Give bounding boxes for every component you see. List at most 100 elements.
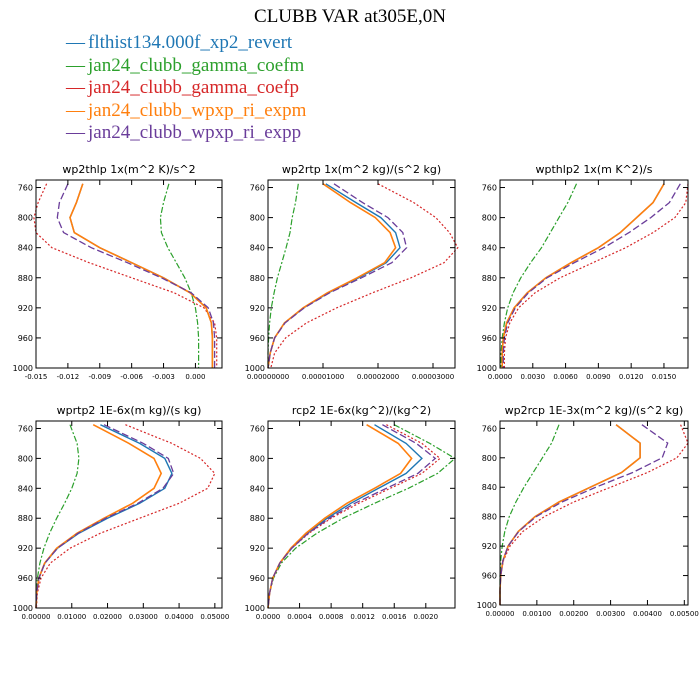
series-line: [69, 183, 214, 368]
x-tick-label: 0.00400: [633, 610, 662, 618]
legend-item: — jan24_clubb_gamma_coefp: [66, 77, 306, 100]
series-line: [499, 424, 689, 605]
plot-frame: [35, 420, 223, 609]
x-tick-label: -0.009: [88, 373, 111, 381]
y-tick-label: 760: [18, 184, 33, 193]
panel-title: rcp2 1E-6x(kg^2)/(kg^2): [292, 404, 431, 417]
x-tick-label: 0.01000: [57, 613, 86, 621]
x-tick-label: 0.00200: [559, 610, 588, 618]
y-tick-label: 840: [18, 484, 33, 493]
x-tick-label: -0.006: [120, 373, 143, 381]
y-tick-label: 800: [18, 454, 33, 463]
y-tick-label: 880: [18, 274, 33, 283]
y-tick-label: 960: [482, 334, 497, 343]
y-tick-label: 760: [250, 424, 265, 433]
x-tick-label: 0.00100: [522, 610, 551, 618]
series-line: [270, 183, 459, 369]
series-line: [267, 424, 423, 609]
y-tick-label: 800: [18, 214, 33, 223]
legend-dash: —: [66, 122, 85, 143]
series-line: [267, 183, 401, 369]
y-tick-label: 840: [18, 244, 33, 253]
series-line: [35, 424, 216, 609]
x-tick-label: 0.0016: [382, 613, 407, 621]
y-tick-label: 840: [482, 244, 497, 253]
x-tick-label: -0.015: [25, 373, 48, 381]
x-tick-label: 0.00001000: [302, 373, 344, 381]
y-tick-label: 800: [482, 454, 497, 463]
x-tick-label: 0.0090: [586, 373, 611, 381]
legend-item: — jan24_clubb_wpxp_ri_expm: [66, 100, 306, 123]
x-tick-label: 0.05000: [200, 613, 229, 621]
x-tick-label: 0.0150: [652, 373, 677, 381]
x-tick-label: 0.04000: [165, 613, 194, 621]
series-line: [35, 423, 163, 609]
y-tick-label: 880: [250, 514, 265, 523]
legend-item: — jan24_clubb_gamma_coefm: [66, 55, 306, 78]
x-tick-label: -0.003: [152, 373, 175, 381]
y-tick-label: 840: [482, 483, 497, 492]
x-tick-label: 0.00000000: [247, 373, 289, 381]
series-line: [33, 183, 218, 368]
y-tick-label: 1000: [13, 364, 33, 373]
x-tick-label: 0.00000: [486, 610, 515, 618]
x-tick-label: 0.00003000: [412, 373, 454, 381]
x-tick-label: 0.00002000: [357, 373, 399, 381]
y-tick-label: 960: [18, 334, 33, 343]
y-tick-label: 800: [250, 454, 265, 463]
legend-dash: —: [66, 54, 85, 76]
legend-label: jan24_clubb_wpxp_ri_expp: [88, 122, 302, 143]
legend-label: jan24_clubb_gamma_coefp: [88, 77, 300, 98]
x-tick-label: 0.0012: [350, 613, 375, 621]
y-tick-label: 920: [250, 544, 265, 553]
panel-title: wp2rcp 1E-3x(m^2 kg)/(s^2 kg): [505, 404, 684, 417]
series-line: [501, 183, 665, 368]
legend-dash: —: [66, 32, 85, 53]
x-tick-label: 0.00000: [22, 613, 51, 621]
x-tick-label: 0.00500: [670, 610, 699, 618]
series-line: [267, 424, 413, 609]
series-line: [35, 424, 173, 609]
series-line: [267, 424, 437, 609]
chart-title: CLUBB VAR at305E,0N: [254, 6, 446, 27]
x-tick-label: 0.00300: [596, 610, 625, 618]
series-line: [499, 424, 560, 605]
y-tick-label: 1000: [245, 604, 265, 613]
y-tick-label: 880: [250, 274, 265, 283]
y-tick-label: 920: [482, 304, 497, 313]
x-tick-label: 0.0000: [488, 373, 513, 381]
series-line: [503, 183, 689, 368]
plot-frame: [267, 420, 456, 609]
y-tick-label: 1000: [245, 364, 265, 373]
legend-label: flthist134.000f_xp2_revert: [88, 32, 293, 53]
x-tick-label: 0.0030: [521, 373, 546, 381]
y-tick-label: 840: [250, 244, 265, 253]
series-line: [159, 183, 200, 368]
y-tick-label: 760: [482, 184, 497, 193]
series-line: [267, 424, 441, 609]
x-tick-label: 0.0004: [287, 613, 312, 621]
y-tick-label: 960: [250, 574, 265, 583]
y-tick-label: 1000: [13, 604, 33, 613]
y-tick-label: 920: [250, 304, 265, 313]
y-tick-label: 800: [482, 214, 497, 223]
series-line: [267, 183, 408, 369]
y-tick-label: 960: [18, 574, 33, 583]
y-tick-label: 920: [18, 544, 33, 553]
legend-dash: —: [66, 77, 85, 98]
x-tick-label: 0.000: [185, 373, 205, 381]
panel-title: wpthlp2 1x(m K^2)/s: [536, 163, 653, 176]
y-tick-label: 1000: [477, 601, 497, 610]
x-tick-label: 0.0008: [319, 613, 344, 621]
series-line: [35, 424, 80, 609]
y-tick-label: 880: [482, 513, 497, 522]
y-tick-label: 1000: [477, 364, 497, 373]
x-tick-label: 0.0000: [256, 613, 281, 621]
y-tick-label: 920: [482, 542, 497, 551]
x-tick-label: 0.0020: [414, 613, 439, 621]
panel-title: wp2rtp 1x(m^2 kg)/(s^2 kg): [282, 163, 441, 176]
plot-frame: [35, 179, 223, 369]
y-tick-label: 760: [18, 424, 33, 433]
x-tick-label: 0.03000: [129, 613, 158, 621]
